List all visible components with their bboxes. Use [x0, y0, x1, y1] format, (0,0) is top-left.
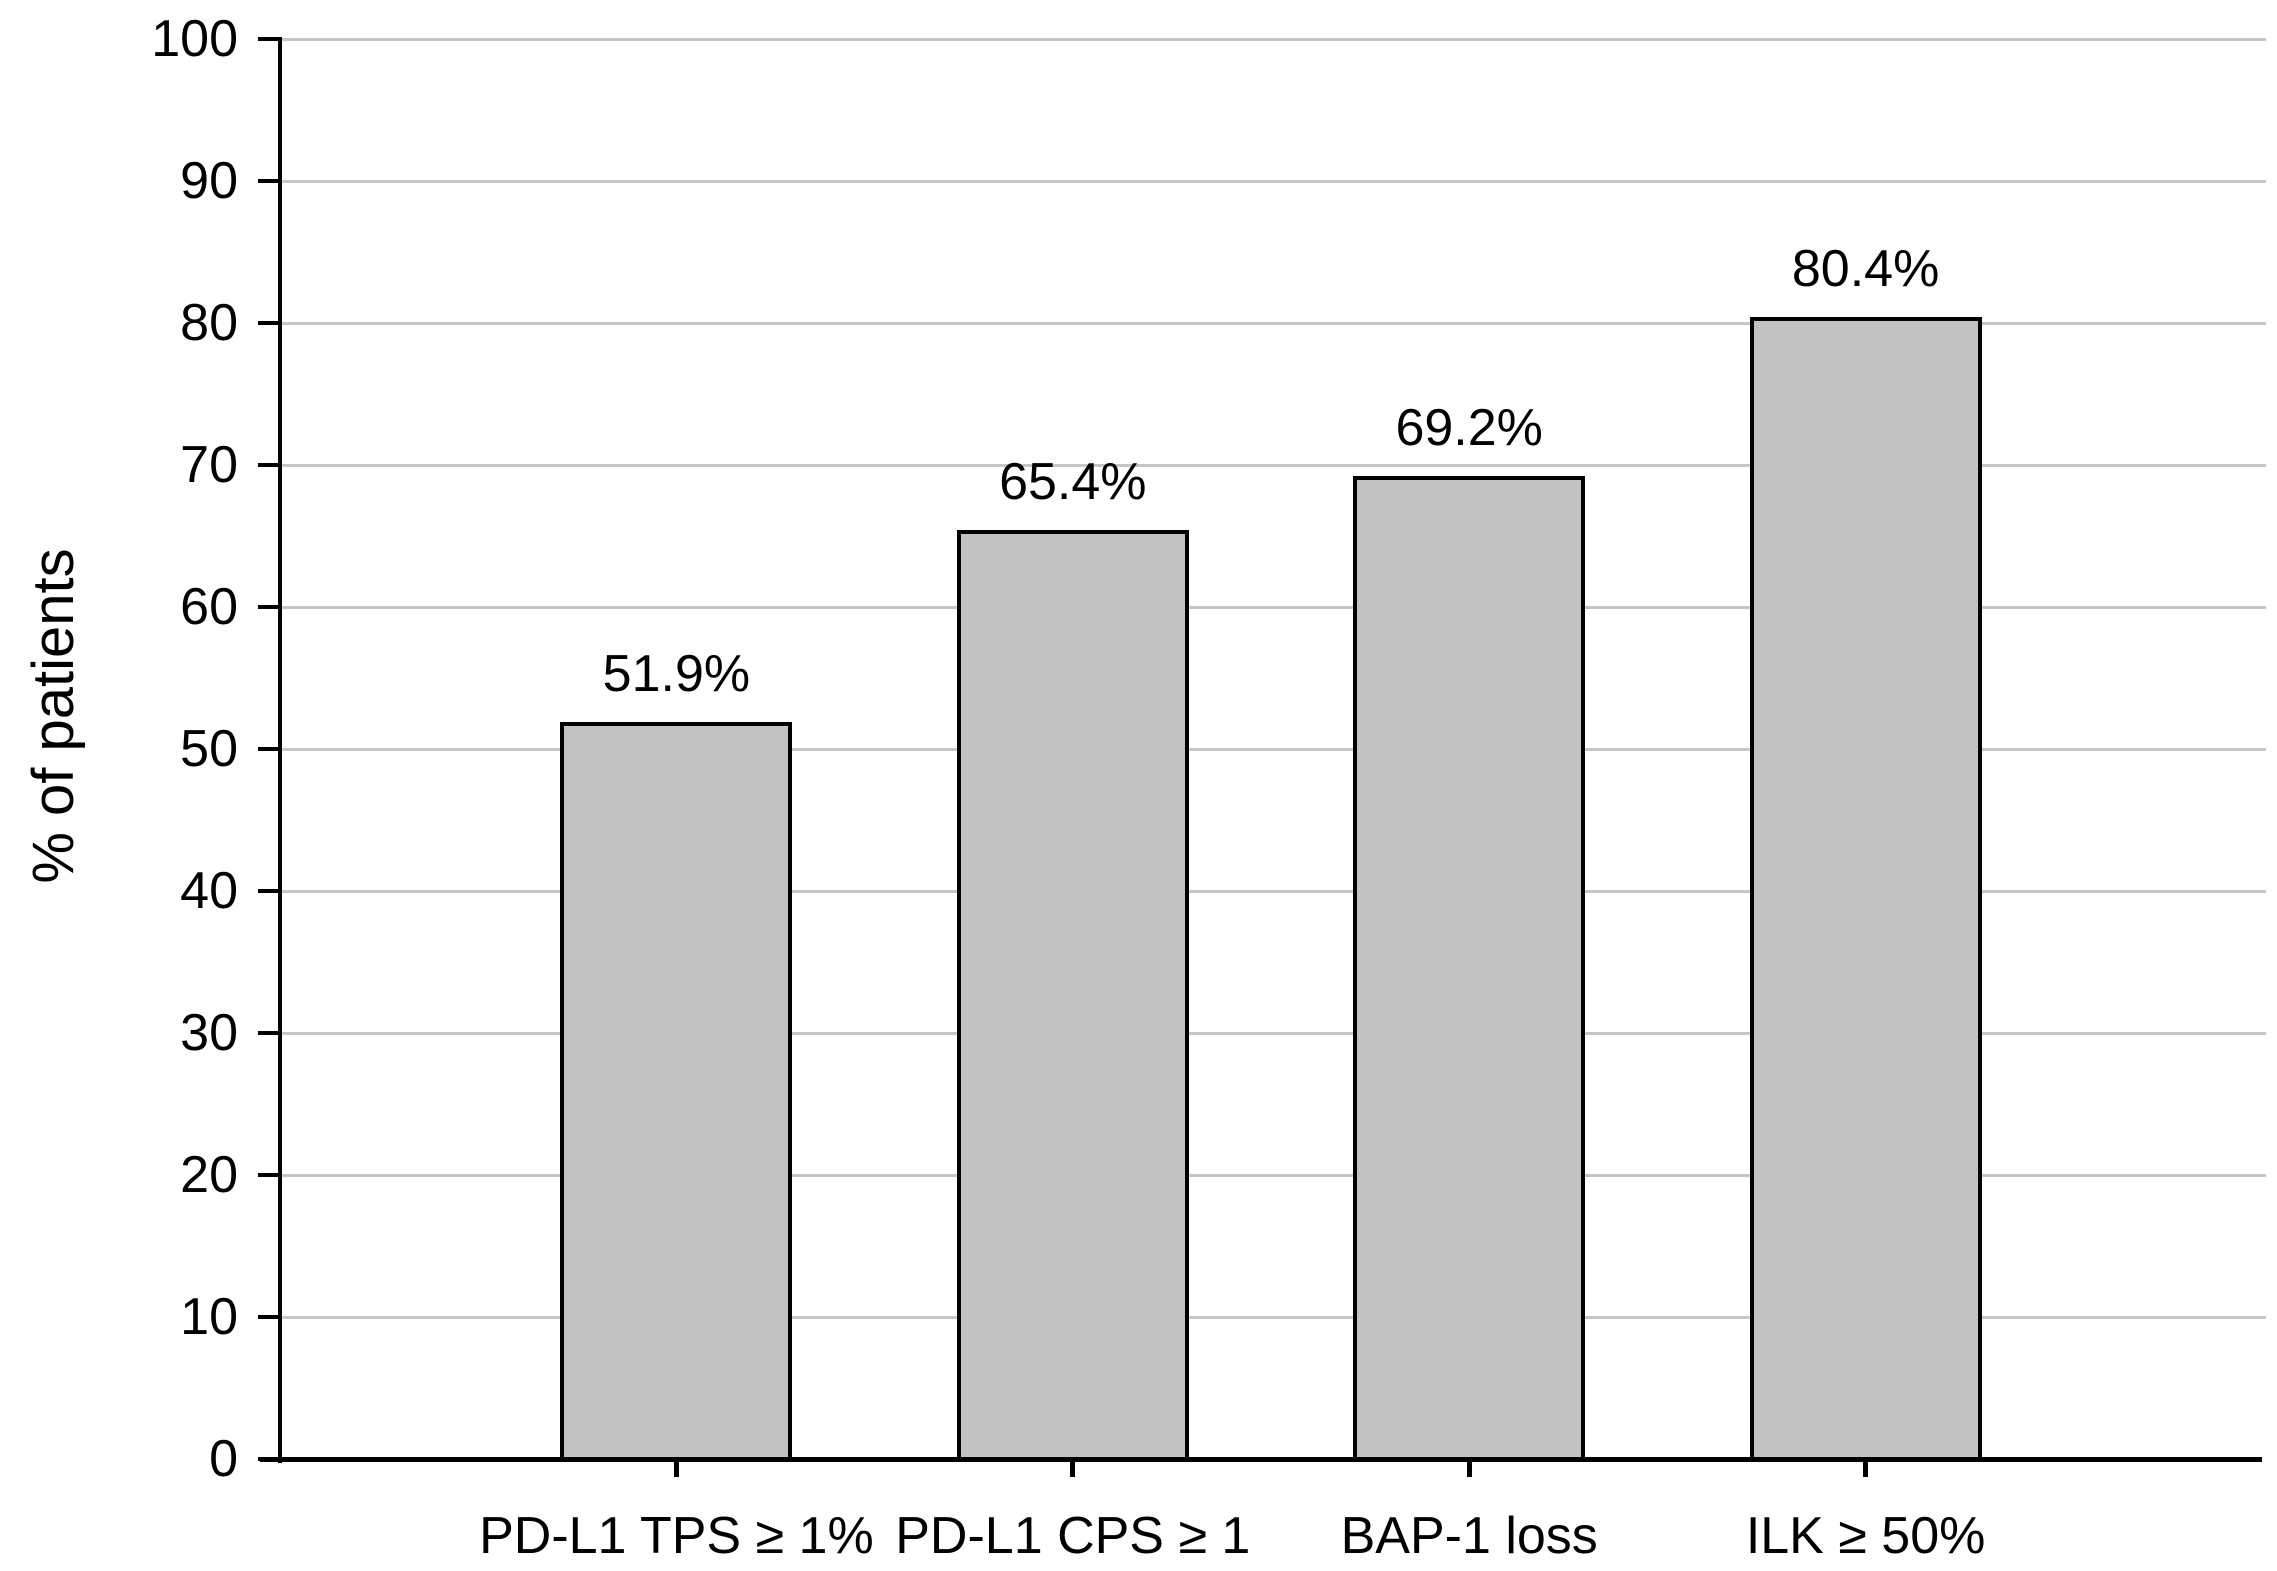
y-tick-label: 20 [180, 1146, 238, 1204]
x-axis-tick [1466, 1461, 1472, 1477]
gridline [282, 322, 2266, 325]
y-tick-label: 50 [180, 720, 238, 778]
y-axis-tick [258, 179, 280, 183]
y-axis-tick [258, 605, 280, 609]
y-tick-label: 30 [180, 1004, 238, 1062]
y-tick-label: 40 [180, 862, 238, 920]
y-axis-tick [258, 889, 280, 893]
y-tick-label: 80 [180, 294, 238, 352]
category-label: BAP-1 loss [1340, 1507, 1598, 1565]
gridline [282, 606, 2266, 609]
x-axis-tick [1863, 1461, 1869, 1477]
gridline [282, 38, 2266, 41]
x-axis-tick [1070, 1461, 1076, 1477]
gridline [282, 180, 2266, 183]
bar [1353, 476, 1586, 1461]
y-tick-label: 10 [180, 1288, 238, 1346]
y-tick-label: 0 [209, 1430, 238, 1488]
bar-value-label: 80.4% [1791, 240, 1940, 299]
gridline [282, 748, 2266, 751]
x-axis-tick [673, 1461, 679, 1477]
category-label: PD-L1 TPS ≥ 1% [479, 1507, 874, 1565]
gridline [282, 1174, 2266, 1177]
y-axis-line [278, 37, 282, 1463]
bar [956, 530, 1189, 1461]
y-axis-tick [258, 1173, 280, 1177]
category-label: ILK ≥ 50% [1745, 1507, 1986, 1565]
y-tick-label: 100 [151, 10, 238, 68]
y-tick-label: 90 [180, 152, 238, 210]
gridline [282, 464, 2266, 467]
x-axis-line [260, 1457, 2262, 1462]
y-axis-tick [258, 37, 280, 41]
y-axis-tick [258, 1031, 280, 1035]
bar [560, 722, 793, 1461]
bar-value-label: 51.9% [602, 645, 751, 704]
y-axis-tick [258, 321, 280, 325]
bar-value-label: 69.2% [1395, 399, 1543, 458]
gridline [282, 890, 2266, 893]
y-tick-label: 60 [180, 578, 238, 636]
y-axis-tick [258, 747, 280, 751]
y-axis-tick [258, 463, 280, 467]
category-label: PD-L1 CPS ≥ 1 [895, 1507, 1251, 1565]
gridline [282, 1316, 2266, 1319]
y-tick-label: 70 [180, 436, 238, 494]
bar [1749, 317, 1982, 1461]
y-axis-tick [258, 1315, 280, 1319]
gridline [282, 1032, 2266, 1035]
bar-value-label: 65.4% [999, 453, 1147, 512]
